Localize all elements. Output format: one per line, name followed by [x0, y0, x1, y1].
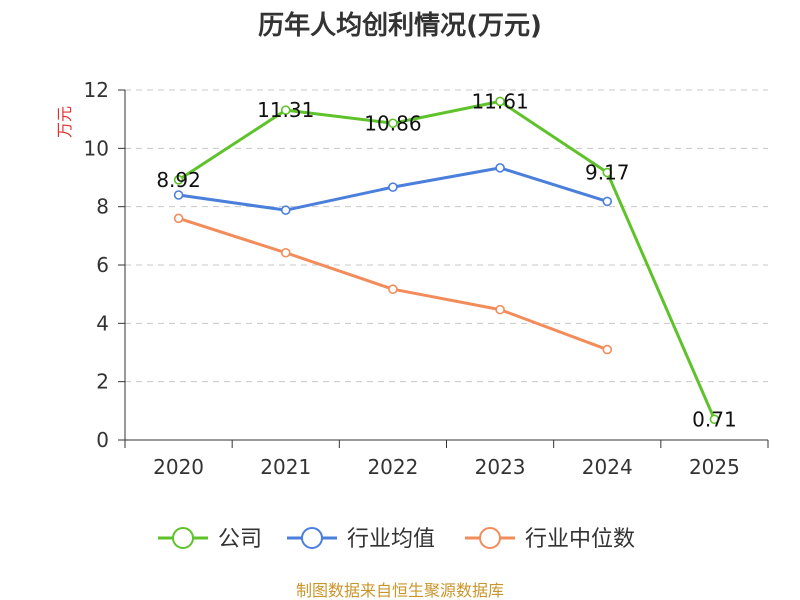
data-point — [602, 196, 613, 207]
data-point — [388, 182, 398, 192]
x-tick-label: 2023 — [475, 455, 526, 479]
legend[interactable]: 公司 行业均值 行业中位数 — [158, 527, 635, 552]
data-point — [173, 175, 184, 185]
y-tick-label: 0 — [96, 428, 109, 452]
legend-item-0[interactable]: 公司 — [158, 527, 262, 552]
x-tick-label: 2020 — [153, 455, 204, 479]
grid — [125, 89, 768, 383]
data-point — [495, 96, 505, 107]
legend-item-2[interactable]: 行业中位数 — [465, 527, 635, 552]
data-label: 11.61 — [471, 89, 528, 113]
data-point — [495, 163, 505, 173]
y-tick-label: 6 — [96, 253, 109, 277]
data-point — [388, 118, 398, 129]
legend-item-1[interactable]: 行业均值 — [287, 527, 435, 552]
data-point — [709, 414, 720, 425]
data-point — [173, 213, 184, 224]
legend-swatch-marker — [172, 527, 194, 549]
data-point — [173, 190, 184, 200]
legend-swatch-marker — [301, 527, 323, 549]
x-tick-label: 2022 — [367, 455, 418, 479]
axes: 0 2 4 6 8 10 12 2020 2021 2022 2023 2024 2025 — [84, 78, 769, 479]
data-point — [280, 205, 291, 215]
series — [173, 96, 720, 425]
data-label: 11.31 — [257, 98, 314, 122]
y-tick-label: 2 — [96, 370, 109, 394]
data-point — [495, 304, 505, 315]
data-point — [388, 284, 398, 295]
legend-label: 公司 — [218, 527, 262, 552]
series-line-2 — [178, 216, 608, 351]
chart-title: 历年人均创利情况(万元) — [258, 10, 542, 41]
data-labels: 8.92 11.31 10.86 11.61 9.17 0.71 — [156, 89, 736, 431]
x-tick-label: 2021 — [260, 455, 311, 479]
legend-swatch-marker — [479, 527, 501, 549]
y-axis-label: 万元 — [55, 106, 74, 138]
y-tick-label: 8 — [96, 195, 109, 219]
legend-label: 行业均值 — [347, 527, 435, 552]
data-label: 10.86 — [364, 111, 421, 135]
source-note: 制图数据来自恒生聚源数据库 — [296, 581, 504, 600]
legend-label: 行业中位数 — [525, 527, 635, 552]
data-point — [280, 247, 291, 258]
series-line-0 — [177, 99, 716, 420]
data-label: 9.17 — [585, 161, 630, 185]
x-tick-label: 2025 — [689, 455, 740, 479]
data-label: 0.71 — [692, 407, 737, 431]
data-point — [602, 344, 613, 355]
data-point — [280, 105, 291, 115]
y-tick-label: 4 — [96, 311, 109, 335]
x-tick-label: 2024 — [582, 455, 633, 479]
data-point — [602, 167, 613, 178]
data-label: 8.92 — [156, 168, 201, 192]
y-tick-label: 10 — [84, 136, 109, 160]
y-tick-label: 12 — [84, 78, 109, 102]
